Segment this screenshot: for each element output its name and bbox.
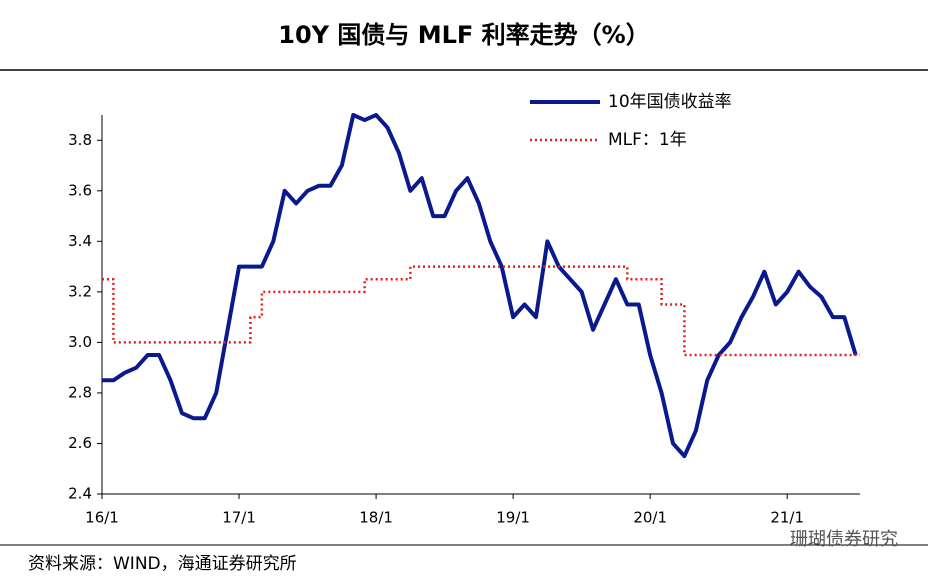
x-tick-label: 17/1 [222,509,256,527]
series-line [102,113,858,459]
y-tick-label: 3.2 [68,282,92,300]
y-tick-label: 2.6 [68,434,92,452]
y-tick-label: 3.0 [68,333,92,351]
source: 资料来源：WIND，海通证券研究所 [28,554,297,574]
series-line [102,265,860,357]
chart-title: 10Y 国债与 MLF 利率走势（%） [278,21,649,49]
y-tick-label: 3.4 [68,232,92,250]
legend-label: 10年国债收益率 [608,92,732,112]
x-tick-label: 19/1 [496,509,530,527]
x-tick-label: 16/1 [85,509,119,527]
x-tick-label: 20/1 [633,509,667,527]
y-tick-label: 2.8 [68,383,92,401]
x-tick-label: 18/1 [359,509,393,527]
y-tick-label: 3.6 [68,181,92,199]
y-tick-label: 2.4 [68,485,92,503]
y-tick-label: 3.8 [68,131,92,149]
legend-label: MLF：1年 [608,130,687,150]
x-tick-label: 21/1 [770,509,804,527]
watermark: 珊瑚债券研究 [790,529,898,550]
